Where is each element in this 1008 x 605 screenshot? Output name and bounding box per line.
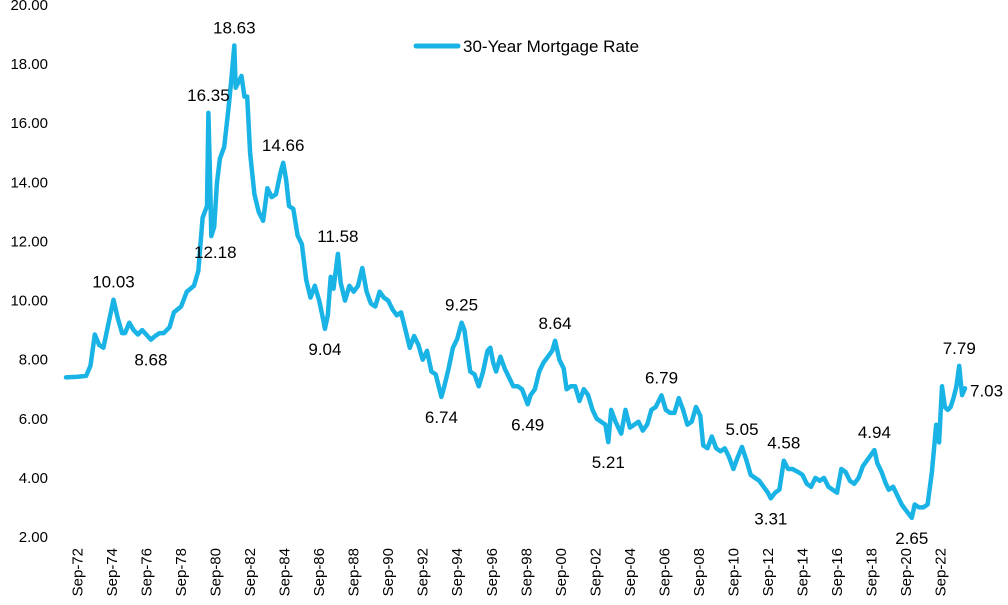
y-tick-label: 16.00 — [10, 115, 48, 132]
legend-label: 30-Year Mortgage Rate — [463, 37, 639, 56]
y-tick-label: 18.00 — [10, 56, 48, 73]
x-tick-label: Sep-08 — [691, 548, 708, 596]
y-tick-label: 20.00 — [10, 0, 48, 14]
x-tick-label: Sep-90 — [380, 548, 397, 596]
x-tick-label: Sep-76 — [139, 548, 156, 596]
x-tick-label: Sep-10 — [725, 548, 742, 596]
x-tick-label: Sep-16 — [829, 548, 846, 596]
data-label: 5.21 — [592, 453, 625, 472]
x-tick-label: Sep-98 — [518, 548, 535, 596]
legend: 30-Year Mortgage Rate — [413, 37, 639, 56]
x-tick-label: Sep-22 — [933, 548, 950, 596]
x-tick-label: Sep-14 — [794, 548, 811, 596]
x-tick-label: Sep-04 — [622, 548, 639, 596]
data-label: 10.03 — [92, 273, 135, 292]
x-axis-ticks: Sep-72 Sep-74 Sep-76 Sep-78 Sep-80 Sep-82 Sep-… — [70, 548, 950, 596]
data-label: 16.35 — [187, 86, 230, 105]
x-tick-label: Sep-00 — [553, 548, 570, 596]
x-tick-label: Sep-88 — [346, 548, 363, 596]
data-label: 4.58 — [767, 434, 800, 453]
y-axis-ticks: 2.00 4.00 6.00 8.00 10.00 12.00 14.00 16.00 18.0… — [10, 0, 48, 546]
x-tick-label: Sep-82 — [242, 548, 259, 596]
x-tick-label: Sep-86 — [311, 548, 328, 596]
x-tick-label: Sep-84 — [277, 548, 294, 596]
series-line — [63, 43, 968, 521]
data-label: 3.31 — [754, 509, 787, 528]
y-tick-label: 10.00 — [10, 293, 48, 310]
x-tick-label: Sep-18 — [864, 548, 881, 596]
y-tick-label: 2.00 — [19, 529, 48, 546]
data-label: 9.25 — [445, 296, 478, 315]
data-label: 11.58 — [317, 227, 358, 246]
series-layer — [63, 43, 968, 521]
y-tick-label: 14.00 — [10, 174, 48, 191]
x-tick-label: Sep-72 — [70, 548, 87, 596]
data-label: 5.05 — [726, 420, 759, 439]
data-label: 18.63 — [213, 18, 256, 37]
x-tick-label: Sep-74 — [104, 548, 121, 596]
data-label: 6.74 — [425, 408, 458, 427]
y-tick-label: 6.00 — [19, 411, 48, 428]
x-tick-label: Sep-06 — [656, 548, 673, 596]
data-label: 6.79 — [645, 368, 678, 387]
x-tick-label: Sep-02 — [587, 548, 604, 596]
data-label: 2.65 — [895, 529, 928, 548]
data-label: 14.66 — [262, 136, 305, 155]
x-tick-label: Sep-80 — [208, 548, 225, 596]
x-tick-label: Sep-94 — [449, 548, 466, 596]
y-tick-label: 12.00 — [10, 233, 48, 250]
x-tick-label: Sep-20 — [898, 548, 915, 596]
data-label: 12.18 — [194, 243, 237, 262]
y-tick-label: 8.00 — [19, 352, 48, 369]
x-tick-label: Sep-78 — [173, 548, 190, 596]
data-label: 7.79 — [943, 339, 976, 358]
data-label: 4.94 — [858, 423, 891, 442]
data-label: 8.68 — [134, 351, 167, 370]
x-tick-label: Sep-92 — [415, 548, 432, 596]
data-label: 7.03 — [970, 381, 1003, 400]
x-tick-label: Sep-96 — [484, 548, 501, 596]
data-labels: 10.03 8.68 16.35 12.18 18.63 14.66 9.04 11.58 6.… — [92, 18, 1003, 547]
data-label: 6.49 — [511, 415, 544, 434]
data-label: 8.64 — [539, 314, 572, 333]
data-label: 9.04 — [308, 340, 341, 359]
y-tick-label: 4.00 — [19, 470, 48, 487]
x-tick-label: Sep-12 — [760, 548, 777, 596]
